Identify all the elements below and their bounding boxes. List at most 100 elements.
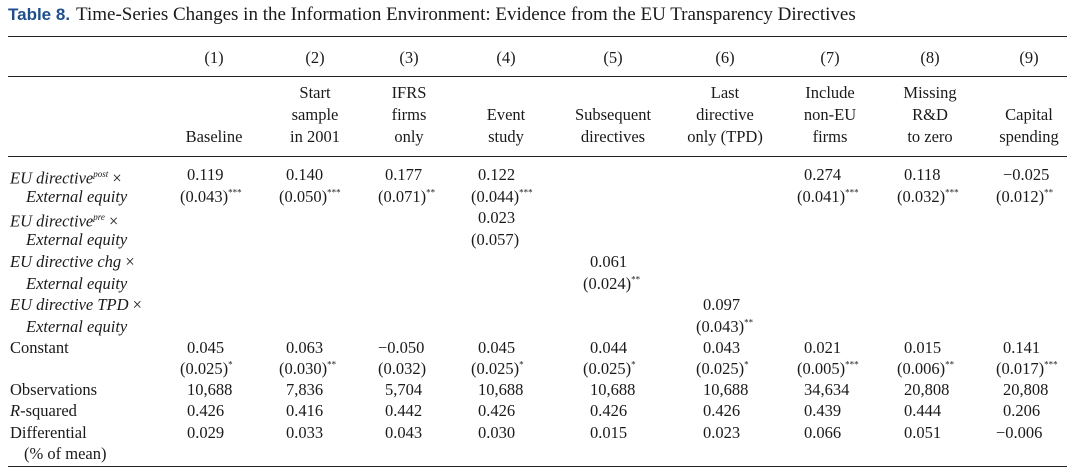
table-caption: Table 8. Time-Series Changes in the Infor… [8,4,856,26]
row-label-constant: Constant [10,338,69,357]
post-coef: 0.118 [904,165,941,184]
column-header: IFRS firms only [344,82,474,148]
column-header-line: only (TPD) [687,127,763,146]
constant-se: (0.025)* [583,359,636,378]
differential-value: −0.006 [996,423,1043,442]
r-squared-value: 0.439 [804,401,842,420]
column-header-line: directive [696,105,754,124]
column-header-line: study [488,127,524,146]
constant-se: (0.025)* [696,359,749,378]
observations-value: 10,688 [478,380,524,399]
observations-value: 7,836 [286,380,324,399]
observations-value: 10,688 [187,380,233,399]
column-header-line: sample [291,105,339,124]
column-number: (6) [715,48,735,67]
row-label-chg-ext: External equity [26,274,128,293]
column-header-line: spending [999,127,1059,146]
significance-stars: ** [744,317,754,328]
constant-se: (0.032) [378,359,427,378]
significance-stars: *** [228,187,242,198]
post-se: (0.050)*** [279,187,341,206]
significance-stars: ** [1044,187,1054,198]
column-number: (2) [305,48,325,67]
constant-se: (0.006)** [897,359,955,378]
post-se: (0.044)*** [471,187,533,206]
column-number: (3) [399,48,419,67]
column-header: Subsequent directives [548,104,678,148]
row-label-pre: EU directivepre × [10,211,119,231]
r-squared-value: 0.206 [1003,401,1041,420]
constant-se: (0.005)*** [797,359,859,378]
significance-stars: * [519,359,524,370]
post-se: (0.012)** [996,187,1054,206]
header-rule [8,76,1067,77]
post-coef: 0.274 [804,165,842,184]
row-label-differential-sub: (% of mean) [24,444,107,463]
observations-value: 20,808 [904,380,950,399]
row-label-differential: Differential [10,423,87,442]
r-squared-value: 0.442 [385,401,423,420]
column-header: Event study [441,104,571,148]
row-label-pre-ext: External equity [26,230,128,249]
column-header-line: only [394,127,424,146]
r-squared-value: 0.444 [904,401,942,420]
significance-stars: *** [945,187,959,198]
post-coef: 0.122 [478,165,516,184]
row-label-post-ext: External equity [26,187,128,206]
column-header-line: Capital [1005,105,1053,124]
column-header-line: Last [710,83,740,102]
r-squared-value: 0.416 [286,401,324,420]
constant-se: (0.025)* [180,359,233,378]
significance-stars: *** [845,359,859,370]
column-number: (1) [204,48,224,67]
column-header-line: to zero [907,127,953,146]
tpd-se: (0.043)** [696,317,754,336]
column-header-line: Include [805,83,855,102]
column-header-line: Missing [903,83,957,102]
bottom-rule [8,466,1067,467]
observations-value: 5,704 [385,380,423,399]
body-rule [8,156,1067,157]
row-label-post: EU directivepost × [10,168,122,188]
post-coef: −0.025 [1003,165,1050,184]
significance-stars: *** [327,187,341,198]
differential-value: 0.051 [904,423,942,442]
r-squared-value: 0.426 [478,401,516,420]
significance-stars: * [631,359,636,370]
column-header-line: in 2001 [290,127,340,146]
column-header-line: Baseline [185,127,243,146]
row-label-chg: EU directive chg × [10,252,135,271]
r-squared-value: 0.426 [590,401,628,420]
row-label-tpd: EU directive TPD × [10,295,142,314]
column-header: Last directive only (TPD) [660,82,790,148]
constant-se: (0.030)** [279,359,337,378]
differential-value: 0.043 [385,423,423,442]
column-number: (4) [496,48,516,67]
column-header-line: R&D [912,105,948,124]
column-header: Missing R&D to zero [865,82,995,148]
r-squared-value: 0.426 [187,401,225,420]
top-rule [8,36,1067,37]
column-number: (9) [1019,48,1039,67]
table-label: Table 8. [8,5,71,24]
differential-value: 0.023 [703,423,741,442]
constant-se: (0.017)*** [996,359,1058,378]
constant-se: (0.025)* [471,359,524,378]
observations-value: 20,808 [1003,380,1049,399]
pre-coef: 0.023 [478,208,516,227]
column-header-line: firms [812,127,848,146]
column-number: (5) [603,48,623,67]
table-title: Time-Series Changes in the Information E… [76,4,856,25]
column-header-line: directives [580,127,646,146]
constant-coef: 0.045 [187,338,225,357]
post-se: (0.041)*** [797,187,859,206]
column-header-line: Event [486,105,526,124]
observations-value: 10,688 [703,380,749,399]
pre-se: (0.057) [471,230,520,249]
significance-stars: *** [845,187,859,198]
constant-coef: 0.045 [478,338,516,357]
column-header: Include non-EU firms [765,82,895,148]
post-coef: 0.177 [385,165,423,184]
significance-stars: ** [426,187,436,198]
post-coef: 0.119 [187,165,224,184]
